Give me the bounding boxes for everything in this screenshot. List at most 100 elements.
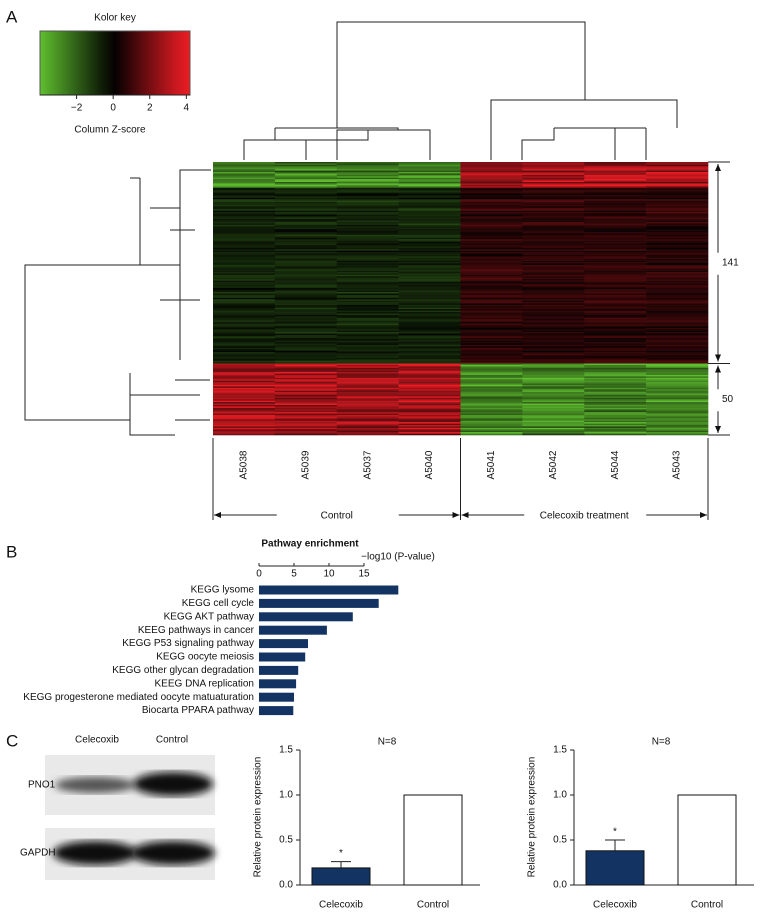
heatmap-cell <box>274 384 338 387</box>
heatmap-cell <box>646 269 709 271</box>
heatmap-cell <box>646 249 709 251</box>
heatmap-cell <box>522 373 585 376</box>
heatmap-cell <box>646 176 709 179</box>
heatmap-cell <box>274 372 338 374</box>
heatmap-cell <box>398 309 461 311</box>
heatmap-cell <box>398 356 461 359</box>
heatmap-cell <box>274 242 338 244</box>
heatmap-cell <box>213 417 276 420</box>
heatmap-cell <box>336 270 399 273</box>
heatmap-cell <box>522 344 585 347</box>
heatmap-cell <box>646 309 709 311</box>
heatmap-cell <box>398 179 461 181</box>
heatmap-cell <box>398 393 461 396</box>
heatmap-cell <box>336 413 399 416</box>
heatmap-cell <box>213 287 276 290</box>
heatmap-cell <box>213 247 276 250</box>
heatmap-cell <box>336 177 399 180</box>
heatmap-cell <box>213 332 276 334</box>
heatmap-cell <box>522 176 585 179</box>
heatmap-cell <box>584 197 647 200</box>
heatmap-cell <box>460 417 523 420</box>
heatmap-cell <box>213 286 276 289</box>
heatmap-cell <box>274 223 338 226</box>
heatmap-cell <box>213 366 276 369</box>
heatmap-cell <box>646 166 709 169</box>
heatmap-cell <box>274 317 338 320</box>
heatmap-cell <box>274 333 338 336</box>
heatmap-cell <box>522 286 585 289</box>
heatmap-cell <box>213 212 276 214</box>
heatmap-cell <box>584 383 647 386</box>
heatmap-cell <box>213 370 276 373</box>
heatmap-cell <box>398 296 461 299</box>
heatmap-cell <box>522 270 585 273</box>
heatmap-cell <box>336 414 399 417</box>
heatmap-cell <box>398 310 461 313</box>
heatmap-cell <box>398 373 461 376</box>
heatmap-cell <box>274 319 338 321</box>
heatmap-cell <box>460 346 523 349</box>
heatmap-cell <box>646 204 709 207</box>
heatmap-cell <box>274 240 338 243</box>
heatmap-cell <box>213 380 276 383</box>
heatmap-cell <box>522 173 585 176</box>
heatmap-cell <box>213 410 276 413</box>
heatmap-cell <box>522 177 585 180</box>
heatmap-cell <box>460 210 523 213</box>
heatmap-cell <box>584 404 647 407</box>
blot-image <box>45 755 215 880</box>
heatmap-cell <box>646 287 709 290</box>
heatmap-cell <box>584 300 647 303</box>
heatmap-cell <box>213 184 276 187</box>
heatmap-cell <box>584 249 647 251</box>
heatmap-cell <box>274 383 338 386</box>
heatmap-cell <box>460 309 523 311</box>
heatmap-cell <box>522 219 585 221</box>
heatmap-cell <box>274 189 338 191</box>
heatmap-cell <box>646 230 709 233</box>
heatmap-cell <box>274 169 338 171</box>
heatmap-cell <box>522 300 585 303</box>
heatmap-cell <box>274 230 338 233</box>
heatmap-cell <box>460 169 523 171</box>
heatmap-cell <box>522 289 585 291</box>
heatmap-cell <box>522 169 585 171</box>
heatmap-cell <box>274 260 338 263</box>
heatmap-cell <box>522 372 585 374</box>
heatmap-cell <box>274 267 338 270</box>
heatmap-cell <box>213 400 276 403</box>
heatmap-cell <box>336 356 399 359</box>
heatmap-cell <box>213 349 276 351</box>
heatmap-cell <box>274 276 338 279</box>
heatmap-cell <box>398 376 461 379</box>
heatmap-cell <box>274 432 338 434</box>
heatmap-cell <box>398 424 461 427</box>
heatmap-cell <box>522 369 585 371</box>
heatmap-cell <box>460 373 523 376</box>
heatmap-cell <box>336 184 399 187</box>
heatmap-cell <box>522 274 585 277</box>
heatmap-cell <box>274 337 338 340</box>
heatmap-cell <box>460 226 523 229</box>
heatmap-cell <box>460 176 523 179</box>
heatmap-cell <box>646 382 709 384</box>
heatmap-cell <box>522 366 585 369</box>
heatmap-cell <box>274 374 338 377</box>
heatmap-cell <box>460 173 523 176</box>
heatmap-cell <box>213 299 276 301</box>
heatmap-cell <box>398 340 461 343</box>
heatmap-cell <box>274 270 338 273</box>
heatmap-cell <box>213 194 276 197</box>
heatmap-cell <box>213 274 276 277</box>
heatmap-cell <box>584 282 647 284</box>
heatmap-cell <box>398 419 461 422</box>
heatmap-cell <box>336 290 399 293</box>
heatmap-cell <box>460 196 523 199</box>
heatmap-cell <box>646 330 709 333</box>
heatmap-cell <box>522 412 585 414</box>
heatmap-cell <box>274 166 338 169</box>
heatmap-cell <box>646 264 709 267</box>
heatmap-cell <box>274 424 338 427</box>
